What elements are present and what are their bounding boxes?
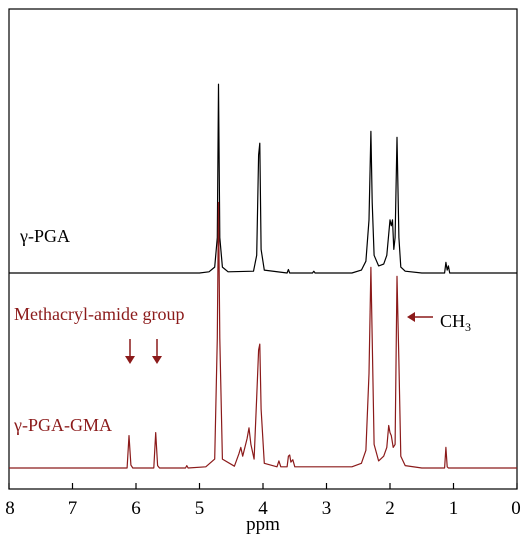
series-line-pga-gma <box>9 201 517 469</box>
x-axis-tick-labels: 8 7 6 5 4 3 2 1 0 <box>5 498 521 519</box>
x-axis-ticks <box>8 483 518 489</box>
x-tick-label-3: 3 <box>322 498 332 519</box>
annotation-methacryl-amide-group: Methacryl-amide group <box>14 304 184 324</box>
x-tick-label-4: 4 <box>258 498 268 519</box>
x-tick-label-0: 0 <box>511 498 521 519</box>
x-tick-label-1: 1 <box>449 498 459 519</box>
x-axis-title: ppm <box>246 514 280 535</box>
x-tick-label-2: 2 <box>385 498 395 519</box>
series-label-pga-gma: γ-PGA-GMA <box>13 415 112 435</box>
series-line-pga <box>9 83 517 274</box>
arrow-icon-left <box>125 339 135 364</box>
x-tick-label-5: 5 <box>195 498 205 519</box>
annotation-ch3: CH3 <box>440 311 471 334</box>
series-label-pga: γ-PGA <box>19 226 70 246</box>
arrow-icon-ch3 <box>407 312 433 322</box>
x-tick-label-7: 7 <box>68 498 78 519</box>
x-tick-label-6: 6 <box>131 498 141 519</box>
arrow-icon-right <box>152 339 162 364</box>
x-tick-label-8: 8 <box>5 498 15 519</box>
